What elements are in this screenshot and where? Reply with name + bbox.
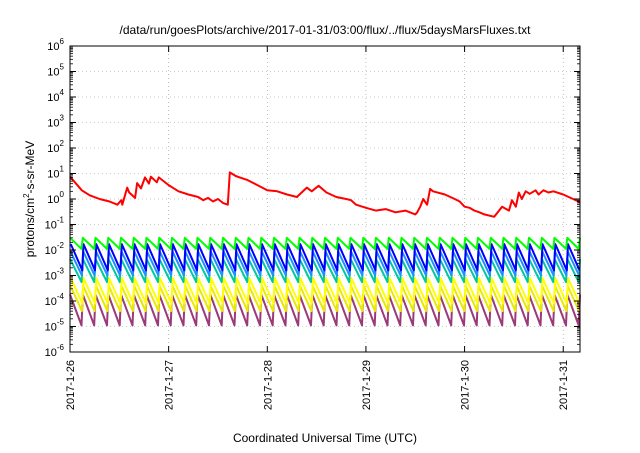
chart-title: /data/run/goesPlots/archive/2017-01-31/0… [120,23,532,37]
y-tick-label: 10-2 [45,241,65,257]
series-line [69,236,581,250]
y-tick-label-base: 10 [47,41,59,53]
y-tick-label: 103 [47,114,64,130]
y-tick-label-base: 10 [45,296,57,308]
y-tick-label-exp: 0 [60,190,65,199]
x-tick-label: 2017-1-26 [65,360,77,410]
y-tick-label: 10-4 [45,292,65,308]
x-tick-label: 2017-1-27 [164,360,176,410]
y-axis-ticks: 10-610-510-410-310-210-11001011021031041… [45,37,580,359]
y-tick-label-base: 10 [45,220,57,232]
y-axis-label-sup: 2 [22,193,31,198]
y-tick-label-exp: 2 [60,139,65,148]
y-tick-label-exp: -5 [57,318,65,327]
data-series [69,171,581,327]
y-tick-label-exp: 3 [60,114,65,123]
y-tick-label-base: 10 [47,118,59,130]
y-tick-label-base: 10 [45,347,57,359]
x-tick-label: 2017-1-31 [558,360,570,410]
y-tick-label-base: 10 [47,67,59,79]
y-tick-label: 106 [47,37,64,53]
series-line [69,243,581,272]
y-tick-label: 10-1 [45,216,65,232]
y-tick-label-exp: -1 [57,216,65,225]
y-tick-label-exp: 1 [60,165,65,174]
y-tick-label-exp: -2 [57,241,65,250]
y-tick-label: 102 [47,139,64,155]
y-tick-label-base: 10 [47,194,59,206]
y-tick-label-base: 10 [45,271,57,283]
y-tick-label-base: 10 [47,169,59,181]
y-axis-label-tail: -s-sr-MeV [23,141,37,194]
y-tick-label: 104 [47,88,64,104]
x-tick-label: 2017-1-28 [262,360,274,410]
y-tick-label-base: 10 [45,322,57,334]
y-axis-label: protons/cm2-s-sr-MeV [22,141,37,257]
y-tick-label-exp: -6 [57,343,65,352]
y-tick-label: 10-5 [45,318,65,334]
y-tick-label-base: 10 [47,92,59,104]
x-axis-label: Coordinated Universal Time (UTC) [233,431,417,445]
series-line [69,277,581,305]
x-tick-label: 2017-1-30 [460,360,472,410]
y-axis-label-base: protons/cm [23,198,37,257]
y-tick-label-exp: 4 [60,88,65,97]
y-tick-label: 100 [47,190,64,206]
y-tick-label: 10-3 [45,267,65,283]
y-tick-label: 10-6 [45,343,65,359]
y-tick-label-exp: 6 [60,37,65,46]
series-line [69,171,581,218]
y-tick-label-exp: 5 [60,63,65,72]
x-tick-label: 2017-1-29 [361,360,373,410]
grid [70,46,580,352]
y-tick-label-exp: -4 [57,292,65,301]
y-tick-label: 101 [47,165,64,181]
y-tick-label-base: 10 [47,143,59,155]
y-tick-label: 105 [47,63,64,79]
x-axis-ticks: 2017-1-26 2017-1-27 2017-1-28 2017-1-29 2017… [65,46,570,410]
y-tick-label-exp: -3 [57,267,65,276]
y-tick-label-base: 10 [45,245,57,257]
